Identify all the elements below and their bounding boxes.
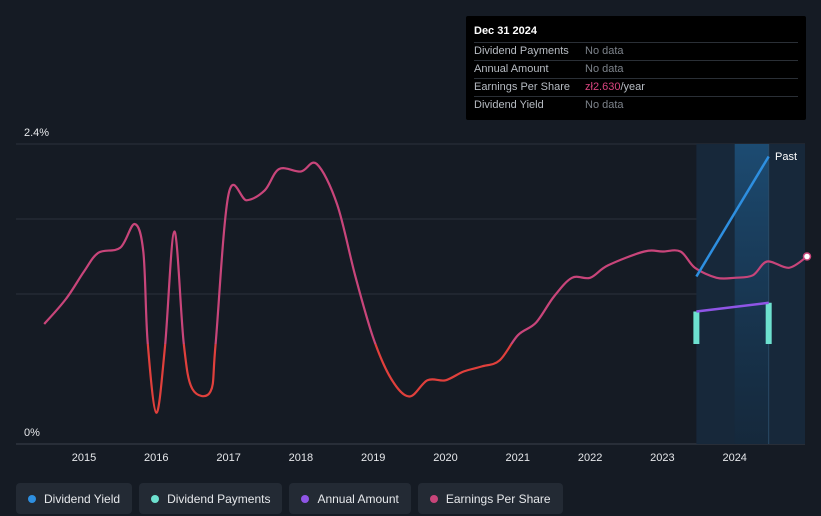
dividend-chart: 2015 2016 2017 2018 2019 2020 2021 2022 2023 2024… <box>16 127 812 464</box>
tooltip-label: Earnings Per Share <box>474 81 570 93</box>
legend-label: Annual Amount <box>317 491 399 506</box>
past-label: Past <box>775 151 797 163</box>
eps-line <box>43 161 808 344</box>
tooltip: Dec 31 2024 Dividend Payments No data An… <box>466 16 806 120</box>
x-tick-label: 2018 <box>289 452 313 464</box>
legend-dot-icon <box>429 494 438 503</box>
y-axis-bottom-label: 0% <box>24 427 40 439</box>
x-tick-label: 2020 <box>433 452 457 464</box>
y-axis-top-label: 2.4% <box>24 127 49 139</box>
dividend-payment-bar <box>765 302 772 344</box>
x-tick-label: 2017 <box>216 452 240 464</box>
highlight-region <box>734 144 769 444</box>
legend-item-annual-amount[interactable]: Annual Amount <box>289 483 411 514</box>
eps-end-point <box>802 252 812 261</box>
chart-series <box>43 155 812 414</box>
x-tick-label: 2021 <box>506 452 530 464</box>
annual-amount-line <box>696 301 769 313</box>
x-tick-label: 2022 <box>578 452 602 464</box>
dividend-yield-line <box>695 155 770 278</box>
tooltip-row-annual-amount: Annual Amount No data <box>474 60 798 78</box>
legend-label: Dividend Payments <box>167 491 271 506</box>
legend-item-dividend-yield[interactable]: Dividend Yield <box>16 483 133 514</box>
legend-item-earnings-per-share[interactable]: Earnings Per Share <box>417 483 563 514</box>
eps-value: zł2.630 <box>585 81 621 93</box>
tooltip-value: No data <box>585 63 624 75</box>
x-tick-label: 2015 <box>72 452 96 464</box>
dividend-payment-bar <box>693 311 700 344</box>
x-tick-label: 2024 <box>722 452 746 464</box>
past-shaded-region <box>696 144 805 444</box>
tooltip-label: Dividend Yield <box>474 99 544 111</box>
eps-unit: /year <box>620 81 645 93</box>
legend-label: Dividend Yield <box>44 491 121 506</box>
x-tick-label: 2016 <box>144 452 168 464</box>
legend: Dividend Yield Dividend Payments Annual … <box>16 483 563 514</box>
grid-lines <box>16 143 805 445</box>
tooltip-date: Dec 31 2024 <box>474 25 537 37</box>
legend-dot-icon <box>301 494 310 503</box>
tooltip-row-dividend-payments: Dividend Payments No data <box>474 42 798 60</box>
eps-line-low <box>146 344 513 414</box>
tooltip-row-dividend-yield: Dividend Yield No data <box>474 96 798 114</box>
tooltip-label: Dividend Payments <box>474 45 569 57</box>
tooltip-label: Annual Amount <box>474 63 549 75</box>
tooltip-value: No data <box>585 99 624 111</box>
tooltip-value: No data <box>585 45 624 57</box>
x-tick-label: 2023 <box>650 452 674 464</box>
legend-dot-icon <box>151 494 160 503</box>
x-tick-label: 2019 <box>361 452 385 464</box>
legend-item-dividend-payments[interactable]: Dividend Payments <box>139 483 283 514</box>
tooltip-value: zł2.630/year <box>585 79 645 96</box>
legend-label: Earnings Per Share <box>445 491 551 506</box>
x-axis: 2015 2016 2017 2018 2019 2020 2021 2022 2023 2024 <box>72 452 747 464</box>
tooltip-row-earnings-per-share: Earnings Per Share zł2.630/year <box>474 78 798 96</box>
legend-dot-icon <box>28 494 36 503</box>
